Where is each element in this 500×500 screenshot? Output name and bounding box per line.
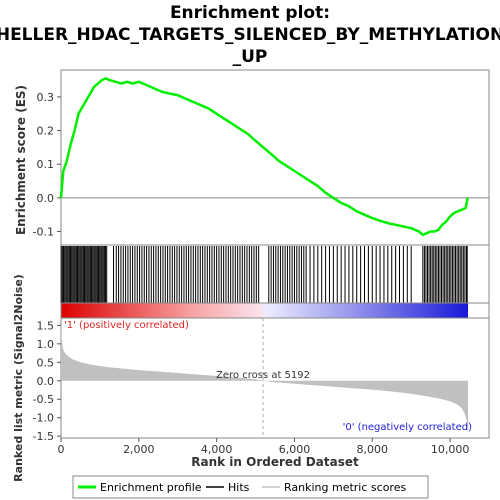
xtick-label: 8,000 <box>357 443 389 456</box>
metric-ytick-label: -1.0 <box>33 412 54 425</box>
rank-color-bar <box>61 303 468 318</box>
enrichment-profile-line <box>59 77 469 237</box>
legend-enrichment-label: Enrichment profile <box>100 481 202 494</box>
xtick-label: 6,000 <box>279 443 311 456</box>
xaxis: 0 2,000 4,000 6,000 8,000 10,000 <box>58 438 470 456</box>
positive-label: '1' (positively correlated) <box>64 320 189 331</box>
title-line-2: HELLER_HDAC_TARGETS_SILENCED_BY_METHYLAT… <box>0 25 500 45</box>
es-ytick-label: 0.1 <box>37 158 55 171</box>
metric-ytick-label: 1.0 <box>37 338 55 351</box>
xtick-label: 0 <box>58 443 65 456</box>
xtick-label: 4,000 <box>201 443 233 456</box>
metric-yaxis: -1.5 -1.0 -0.5 0.0 0.5 1.0 1.5 <box>33 319 61 443</box>
xtick-label: 2,000 <box>123 443 155 456</box>
es-ytick-label: 0.3 <box>37 91 55 104</box>
title-line-3: _UP <box>233 47 268 67</box>
es-ytick-label: 0.0 <box>37 192 55 205</box>
ranking-metric-area <box>61 323 468 434</box>
negative-label: '0' (negatively correlated) <box>343 422 472 433</box>
zero-cross-label: Zero cross at 5192 <box>216 370 310 381</box>
legend-box <box>72 475 429 499</box>
metric-ytick-label: 1.5 <box>37 319 55 332</box>
title-line-1: Enrichment plot: <box>170 3 330 23</box>
metric-ytick-label: 0.5 <box>37 356 55 369</box>
xlabel: Rank in Ordered Dataset <box>191 455 359 469</box>
metric-ytick-label: 0.0 <box>37 375 55 388</box>
metric-ylabel: Ranked list metric (Signal2Noise) <box>12 274 25 482</box>
hits-marks <box>60 246 468 303</box>
xtick-label: 10,000 <box>431 443 470 456</box>
es-yaxis: -0.1 0.0 0.1 0.2 0.3 <box>33 91 61 239</box>
metric-ytick-label: -0.5 <box>33 393 54 406</box>
metric-ytick-label: -1.5 <box>33 430 54 443</box>
es-ytick-label: 0.2 <box>37 125 55 138</box>
legend-hits-label: Hits <box>228 481 250 494</box>
es-ylabel: Enrichment score (ES) <box>14 85 28 235</box>
legend-ranking-label: Ranking metric scores <box>284 481 406 494</box>
es-ytick-label: -0.1 <box>33 226 54 239</box>
